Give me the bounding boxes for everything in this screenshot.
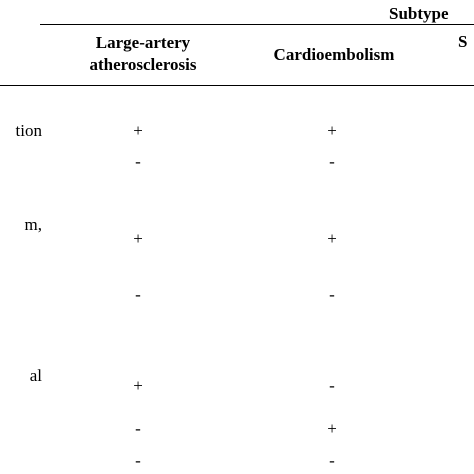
- row-label-1: tion: [15, 121, 42, 140]
- column-header-cardioembolism: Cardioembolism: [273, 45, 395, 64]
- cell: +: [327, 229, 337, 248]
- cell: +: [327, 121, 337, 140]
- cell: -: [135, 419, 141, 438]
- row-label-2: m,: [24, 215, 42, 234]
- group-header-subtype: Subtype: [389, 4, 449, 23]
- cell: +: [133, 376, 143, 395]
- cell: -: [329, 451, 335, 470]
- cell: +: [133, 229, 143, 248]
- column-header-large-artery: Large-artery atherosclerosis: [89, 33, 197, 74]
- rule-under-group-header: [40, 24, 474, 25]
- column-header-third-truncated: S: [458, 32, 468, 51]
- cell: -: [135, 152, 141, 171]
- rule-under-column-headers: [0, 85, 474, 86]
- cell: -: [135, 285, 141, 304]
- cell: -: [329, 152, 335, 171]
- cell: +: [133, 121, 143, 140]
- cell: +: [327, 419, 337, 438]
- cell: -: [135, 451, 141, 470]
- row-label-3: al: [29, 366, 42, 385]
- cell: -: [329, 376, 335, 395]
- cell: -: [329, 285, 335, 304]
